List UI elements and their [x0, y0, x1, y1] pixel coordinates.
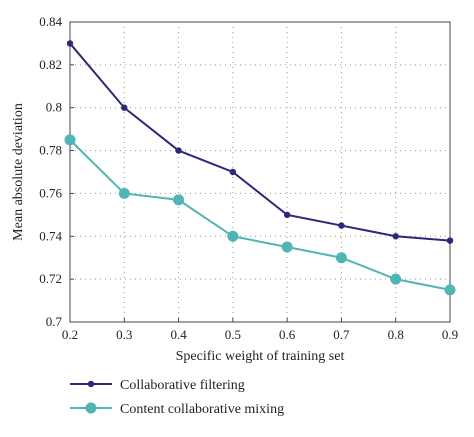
series-2-point — [173, 194, 185, 206]
series-2-point — [335, 252, 347, 264]
plot-frame — [69, 21, 451, 323]
y-tick-label: 0.78 — [39, 143, 62, 158]
legend-marker-1 — [87, 380, 95, 388]
series-1-point — [66, 40, 74, 47]
series-1-point — [175, 147, 182, 154]
series-1-point — [446, 237, 454, 244]
series-1-point — [121, 104, 128, 111]
series-1-point — [229, 168, 237, 176]
plot-area: 0.2 0.3 0.4 0.5 0.6 0.7 0.8 0.9 0.7 0.72 0.74 0.76 0… — [11, 14, 458, 364]
x-tick-label: 0.9 — [442, 327, 458, 342]
y-tick-label: 0.82 — [39, 57, 62, 72]
y-tick-label: 0.8 — [46, 100, 62, 115]
series-2-point — [227, 230, 239, 242]
y-tick-label: 0.76 — [39, 185, 62, 200]
x-axis-label: Specific weight of training set — [176, 349, 345, 364]
x-tick-label: 0.6 — [279, 327, 296, 342]
x-tick-label: 0.7 — [333, 327, 350, 342]
y-tick-label: 0.7 — [46, 314, 63, 329]
series-2-point — [390, 273, 402, 285]
series-1-point — [392, 233, 399, 240]
legend-marker-2 — [85, 402, 97, 414]
legend-label-2: Content collaborative mixing — [120, 402, 284, 417]
x-tick-label: 0.8 — [388, 327, 404, 342]
y-tick-label: 0.74 — [39, 228, 62, 243]
x-tick-label: 0.3 — [116, 327, 132, 342]
x-tick-label: 0.5 — [225, 327, 241, 342]
series-2-point — [444, 284, 456, 296]
x-tick-label: 0.2 — [62, 327, 78, 342]
series-line-2 — [69, 139, 451, 291]
series-1-point — [338, 222, 345, 229]
x-tick-label: 0.4 — [170, 327, 187, 342]
legend-label-1: Collaborative filtering — [120, 378, 245, 393]
series-2-point — [118, 187, 130, 199]
legend: Collaborative filtering Content collabora… — [70, 378, 284, 417]
series-1-point — [283, 211, 291, 219]
series-line-1 — [69, 42, 451, 242]
series-2-point — [64, 134, 76, 146]
series-2-point — [281, 241, 293, 253]
y-tick-label: 0.72 — [39, 271, 62, 286]
y-axis-label: Mean absolute deviation — [11, 103, 26, 241]
y-tick-label: 0.84 — [39, 14, 62, 29]
